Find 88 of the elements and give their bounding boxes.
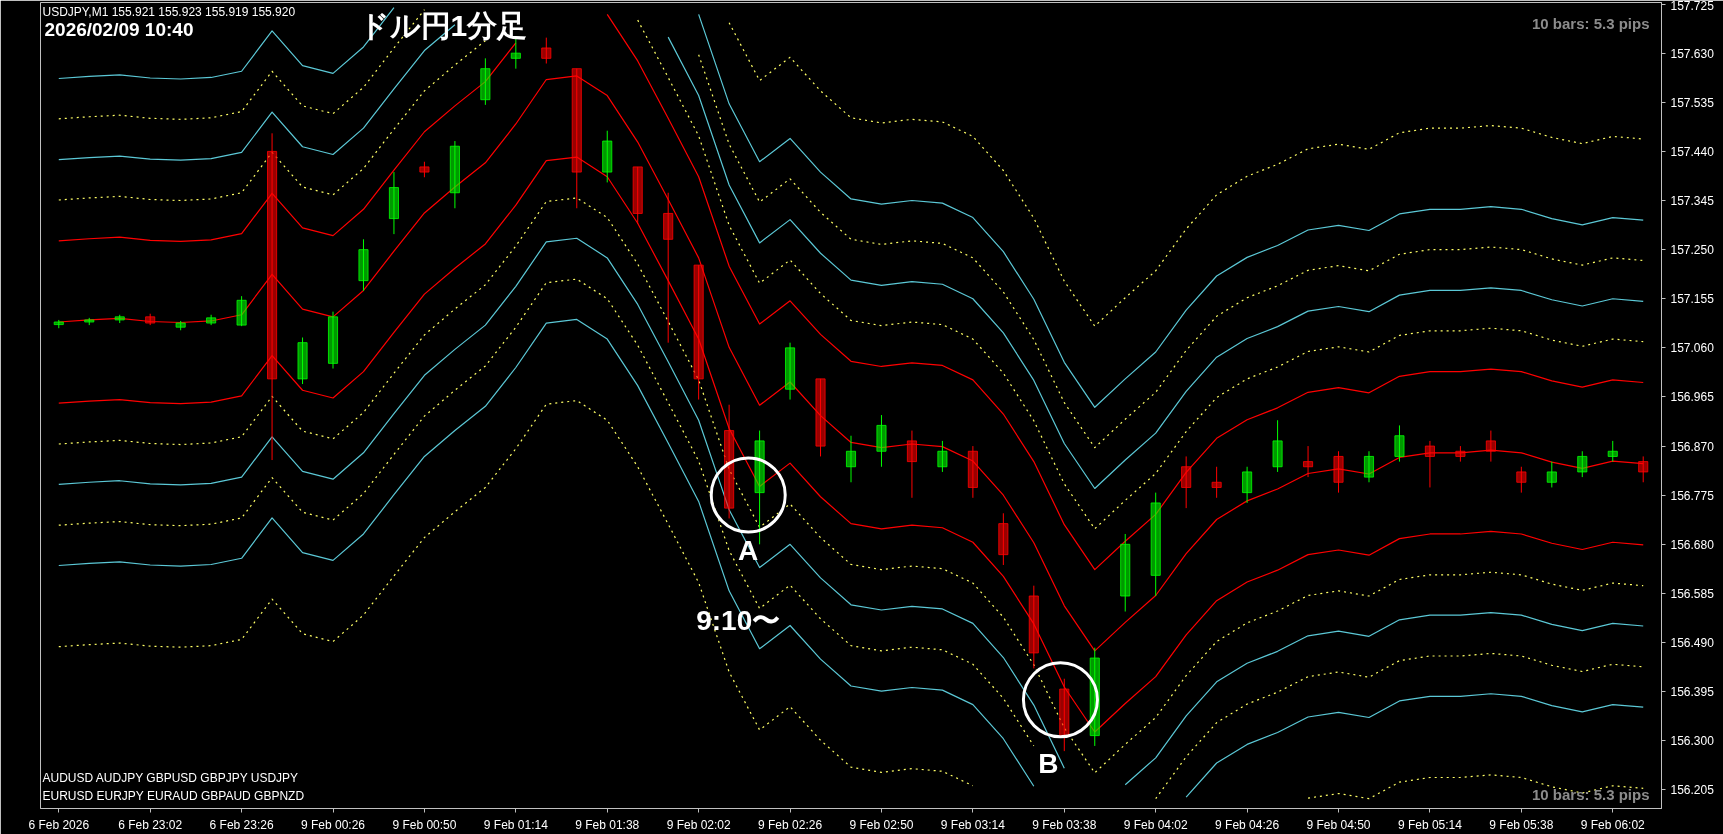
candlestick: [1302, 445, 1314, 478]
candlestick: [145, 313, 156, 326]
candlestick: [419, 161, 430, 178]
candlestick: [1516, 466, 1527, 494]
annotation: 10 bars: 5.3 pips: [1531, 785, 1650, 803]
annotation: 2026/02/09 10:40: [44, 18, 194, 40]
annotation: USDJPY,M1 155.921 155.923 155.919 155.920: [42, 4, 296, 19]
candlestick: [1181, 455, 1192, 509]
candlestick: [1424, 440, 1435, 488]
y-tick-label: 157.345: [1670, 194, 1715, 209]
candlestick: [358, 238, 369, 292]
candlestick: [1211, 466, 1222, 499]
y-tick-label: 156.300: [1670, 734, 1715, 749]
x-tick-label: 9 Feb 00:50: [392, 817, 457, 832]
y-tick-label: 157.440: [1670, 144, 1715, 159]
candlestick: [449, 140, 460, 209]
y-tick-label: 157.630: [1670, 46, 1715, 61]
candlestick: [1363, 450, 1375, 483]
candlestick: [1028, 585, 1039, 669]
candlestick: [53, 319, 64, 329]
candlestick: [1394, 424, 1405, 463]
candlestick: [815, 378, 826, 457]
x-tick-label: 9 Feb 02:26: [758, 817, 823, 832]
candlestick: [114, 314, 125, 324]
y-tick-label: 157.250: [1670, 243, 1715, 258]
y-tick-label: 157.725: [1670, 0, 1715, 13]
candlestick: [602, 130, 613, 183]
annotation: EURUSD EURJPY EURAUD GBPAUD GBPNZD: [42, 788, 305, 803]
x-tick-label: 9 Feb 03:38: [1032, 817, 1097, 832]
candlestick: [906, 430, 918, 499]
candlestick: [175, 320, 186, 331]
annotation: 10 bars: 5.3 pips: [1531, 14, 1650, 32]
x-tick-label: 9 Feb 02:50: [849, 817, 914, 832]
candlestick: [1120, 533, 1131, 613]
annotation: B: [1038, 747, 1059, 779]
candlestick: [388, 171, 400, 235]
candlestick: [327, 311, 339, 370]
y-tick-label: 156.870: [1670, 439, 1715, 454]
candlestick: [1577, 450, 1588, 478]
y-tick-label: 156.395: [1670, 685, 1715, 700]
x-tick-label: 9 Feb 05:14: [1397, 817, 1463, 832]
x-tick-label: 9 Feb 01:14: [483, 817, 549, 832]
candlestick: [724, 404, 735, 519]
candlestick: [480, 57, 491, 106]
x-tick-label: 9 Feb 04:26: [1215, 817, 1280, 832]
y-tick-label: 157.155: [1670, 292, 1715, 307]
x-tick-label: 6 Feb 2026: [28, 817, 90, 832]
x-tick-label: 9 Feb 04:50: [1306, 817, 1371, 832]
candlestick: [998, 512, 1009, 566]
candlestick: [1546, 461, 1557, 488]
y-tick-label: 156.680: [1670, 537, 1715, 552]
candlestick: [937, 440, 948, 473]
candlestick: [1455, 445, 1466, 463]
candlestick: [1333, 450, 1344, 494]
candlestick: [297, 337, 308, 385]
candlestick: [967, 445, 978, 499]
candlestick: [632, 166, 643, 225]
y-tick-label: 156.965: [1670, 390, 1715, 405]
candlestick: [784, 342, 796, 401]
candlestick: [1242, 466, 1253, 504]
candlestick: [1150, 492, 1161, 597]
candlestick: [1607, 440, 1618, 463]
candlestick: [541, 37, 552, 65]
x-tick-label: 9 Feb 02:02: [666, 817, 731, 832]
candlestick: [693, 264, 704, 401]
candlestick: [206, 314, 217, 326]
y-tick-label: 156.775: [1670, 488, 1715, 503]
x-tick-label: 6 Feb 23:26: [209, 817, 274, 832]
candlestick: [1272, 419, 1283, 473]
annotation: AUDUSD AUDJPY GBPUSD GBPJPY USDJPY: [42, 770, 299, 785]
x-tick-label: 9 Feb 01:38: [575, 817, 640, 832]
candlestick: [84, 317, 95, 326]
x-tick-label: 9 Feb 06:02: [1580, 817, 1646, 832]
x-tick-label: 9 Feb 03:14: [940, 817, 1006, 832]
candlestick: [845, 435, 857, 483]
candlestick: [663, 192, 674, 344]
y-tick-label: 156.585: [1670, 586, 1715, 601]
x-tick-label: 6 Feb 23:02: [118, 817, 183, 832]
y-tick-label: 157.060: [1670, 341, 1715, 356]
candlestick: [236, 295, 247, 327]
candlestick: [1485, 430, 1496, 463]
y-tick-label: 157.535: [1670, 95, 1715, 110]
y-tick-label: 156.490: [1670, 636, 1715, 651]
x-tick-label: 9 Feb 00:26: [300, 817, 366, 832]
candlestick: [876, 414, 887, 468]
x-tick-label: 9 Feb 05:38: [1489, 817, 1554, 832]
y-tick-label: 156.205: [1670, 783, 1715, 798]
x-tick-label: 9 Feb 04:02: [1123, 817, 1189, 832]
